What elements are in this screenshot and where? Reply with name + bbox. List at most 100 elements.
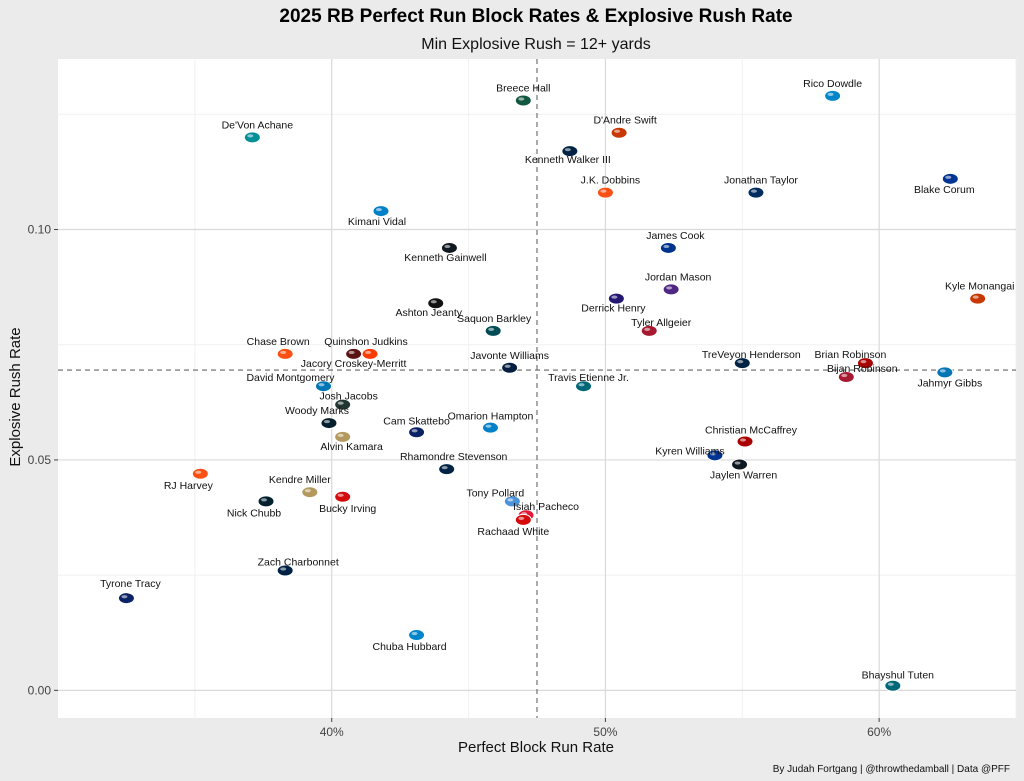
team-logo-marker [747, 186, 765, 199]
team-logo-marker [334, 490, 352, 503]
point-label: Omarion Hampton [448, 411, 534, 423]
data-point [481, 421, 499, 434]
data-point [191, 467, 209, 480]
data-point [276, 564, 294, 577]
team-logo-marker [607, 292, 625, 305]
team-logo-highlight [518, 97, 525, 101]
point-label: Woody Marks [285, 405, 349, 417]
point-label: Derrick Henry [581, 303, 646, 315]
point-label: Christian McCaffrey [705, 424, 798, 436]
point-label: Rico Dowdle [803, 78, 862, 90]
data-point [276, 347, 294, 360]
team-logo-marker [514, 513, 532, 526]
team-logo-highlight [860, 360, 867, 364]
team-logo-highlight [318, 383, 325, 387]
team-logo-highlight [666, 286, 673, 290]
data-point [607, 292, 625, 305]
data-point [514, 94, 532, 107]
data-point [856, 357, 874, 370]
data-point [334, 490, 352, 503]
team-logo-highlight [348, 350, 355, 355]
data-point [575, 380, 593, 393]
x-axis-ticks: 40% 50% 60% [320, 718, 891, 739]
team-logo-marker [936, 366, 954, 379]
point-label: James Cook [646, 230, 705, 242]
point-label: Chuba Hubbard [372, 641, 446, 653]
team-logo-highlight [280, 567, 287, 571]
data-point [345, 347, 363, 360]
team-logo-marker [941, 172, 959, 185]
data-point [408, 426, 426, 439]
point-label: Kendre Miller [269, 474, 331, 486]
point-label: Nick Chubb [227, 507, 281, 519]
team-logo-highlight [444, 244, 451, 249]
team-logo-marker [427, 297, 445, 310]
y-tick-label: 0.00 [28, 683, 52, 697]
data-point [438, 463, 456, 476]
team-logo-highlight [750, 189, 757, 193]
team-logo-highlight [304, 489, 311, 493]
data-point [640, 324, 658, 337]
team-logo-highlight [195, 470, 202, 474]
team-logo-highlight [247, 134, 254, 138]
point-label: Kenneth Walker III [525, 154, 611, 166]
data-points [117, 89, 987, 692]
team-logo-marker [334, 430, 352, 443]
team-logo-marker [503, 495, 521, 508]
team-logo-marker [408, 426, 426, 439]
team-logo-marker [243, 131, 261, 144]
team-logo-marker [408, 629, 426, 642]
team-logo-marker [117, 592, 135, 605]
team-logo-marker [824, 89, 842, 102]
team-logo-marker [276, 564, 294, 577]
point-label: Javonte Williams [470, 350, 549, 362]
point-label: Ashton Jeanty [395, 307, 462, 319]
team-logo-marker [438, 463, 456, 476]
team-logo-highlight [280, 350, 287, 355]
team-logo-highlight [323, 419, 330, 424]
chart-subtitle: Min Explosive Rush = 12+ yards [421, 36, 650, 53]
team-logo-marker [575, 380, 593, 393]
data-point [659, 241, 677, 254]
team-logo-marker [561, 145, 579, 158]
point-label: De'Von Achane [222, 119, 294, 131]
data-point [301, 486, 319, 499]
team-logo-marker [706, 449, 724, 462]
team-logo-marker [481, 421, 499, 434]
team-logo-marker [610, 126, 628, 139]
team-logo-highlight [972, 295, 979, 299]
y-axis-title: Explosive Rush Rate [7, 327, 24, 466]
x-tick-label: 50% [593, 725, 617, 739]
team-logo-highlight [945, 175, 952, 179]
point-label: Tyrone Tracy [100, 578, 161, 590]
data-point [503, 495, 521, 508]
data-point [706, 449, 724, 462]
team-logo-highlight [518, 516, 525, 520]
data-point [334, 430, 352, 443]
team-logo-marker [659, 241, 677, 254]
point-label: RJ Harvey [164, 480, 214, 492]
data-point [501, 361, 519, 374]
team-logo-highlight [600, 189, 607, 193]
data-point [440, 241, 458, 254]
team-logo-highlight [578, 383, 585, 387]
point-label: Quinshon Judkins [324, 336, 407, 348]
point-label: David Montgomery [246, 372, 335, 384]
point-label: TreVeyon Henderson [702, 349, 801, 361]
team-logo-highlight [411, 429, 418, 433]
point-label: Bucky Irving [319, 503, 376, 515]
team-logo-highlight [485, 424, 492, 428]
team-logo-highlight [121, 595, 128, 599]
team-logo-marker [501, 361, 519, 374]
team-logo-highlight [611, 295, 618, 299]
team-logo-highlight [740, 438, 747, 442]
x-axis-title: Perfect Block Run Rate [458, 739, 614, 756]
team-logo-highlight [737, 360, 744, 364]
data-point [733, 357, 751, 370]
team-logo-marker [736, 435, 754, 448]
team-logo-marker [969, 292, 987, 305]
team-logo-marker [345, 347, 363, 360]
point-label: Jaylen Warren [710, 470, 777, 482]
data-point [731, 458, 749, 471]
